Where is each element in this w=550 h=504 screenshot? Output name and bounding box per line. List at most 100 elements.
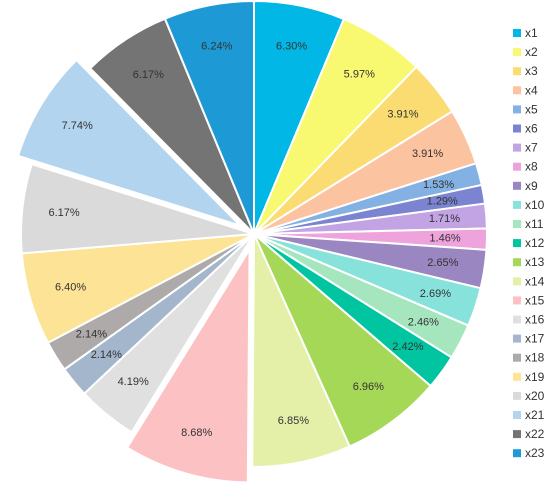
legend-item-x13[interactable]: x13 xyxy=(513,255,545,269)
legend-label-x4: x4 xyxy=(525,83,538,97)
legend-swatch-x7 xyxy=(513,143,521,152)
legend-item-x9[interactable]: x9 xyxy=(513,179,538,193)
legend-swatch-x19 xyxy=(513,372,521,381)
legend-item-x7[interactable]: x7 xyxy=(513,141,538,155)
pie-slices xyxy=(17,0,488,484)
legend-label-x14: x14 xyxy=(525,274,545,288)
legend-item-x10[interactable]: x10 xyxy=(513,198,545,212)
legend-item-x11[interactable]: x11 xyxy=(513,217,544,231)
slice-label-x21: 7.74% xyxy=(62,120,93,132)
slice-label-x16: 4.19% xyxy=(118,376,149,388)
slice-label-x1: 6.30% xyxy=(276,41,307,53)
legend-item-x15[interactable]: x15 xyxy=(513,293,545,307)
legend-item-x16[interactable]: x16 xyxy=(513,313,545,327)
legend-swatch-x10 xyxy=(513,200,521,209)
slice-label-x22: 6.17% xyxy=(133,69,164,81)
slice-label-x2: 5.97% xyxy=(344,69,375,81)
legend-item-x22[interactable]: x22 xyxy=(513,427,545,441)
slice-label-x6: 1.29% xyxy=(427,195,458,207)
legend-label-x5: x5 xyxy=(525,102,538,116)
legend-label-x12: x12 xyxy=(525,236,545,250)
legend-label-x11: x11 xyxy=(525,217,544,231)
legend-label-x16: x16 xyxy=(525,313,545,327)
legend-label-x7: x7 xyxy=(525,141,538,155)
slice-label-x18: 2.14% xyxy=(76,328,107,340)
legend-swatch-x15 xyxy=(513,296,521,305)
legend-item-x23[interactable]: x23 xyxy=(513,446,545,460)
legend-swatch-x13 xyxy=(513,258,521,267)
pie-slice-x23[interactable] xyxy=(163,0,255,235)
slice-label-x13: 6.96% xyxy=(353,381,384,393)
legend-label-x19: x19 xyxy=(525,370,545,384)
legend-swatch-x8 xyxy=(513,162,521,171)
legend-item-x8[interactable]: x8 xyxy=(513,160,538,174)
legend-label-x1: x1 xyxy=(525,26,538,40)
legend-swatch-x23 xyxy=(513,449,521,458)
legend-swatch-x20 xyxy=(513,391,521,400)
legend-label-x17: x17 xyxy=(525,332,545,346)
legend-label-x3: x3 xyxy=(525,64,538,78)
legend-swatch-x17 xyxy=(513,334,521,343)
legend-item-x14[interactable]: x14 xyxy=(513,274,545,288)
legend-swatch-x21 xyxy=(513,411,521,419)
legend-item-x5[interactable]: x5 xyxy=(513,102,538,116)
pie-labels: 6.30% 5.97% 3.91% 3.91% 1.53% 1.29% 1.71% 1.46%… xyxy=(49,41,461,439)
legend-label-x6: x6 xyxy=(525,122,538,136)
legend-label-x8: x8 xyxy=(525,160,538,174)
legend-item-x4[interactable]: x4 xyxy=(513,83,538,97)
pie-slice-x20[interactable] xyxy=(20,163,255,255)
legend-swatch-x12 xyxy=(513,239,521,248)
slice-label-x20: 6.17% xyxy=(49,207,80,219)
legend-item-x3[interactable]: x3 xyxy=(513,64,538,78)
legend-item-x18[interactable]: x18 xyxy=(513,351,545,365)
legend-swatch-x2 xyxy=(513,48,521,57)
legend-label-x9: x9 xyxy=(525,179,538,193)
legend-label-x10: x10 xyxy=(525,198,545,212)
slice-label-x7: 1.71% xyxy=(429,213,460,225)
legend-swatch-x11 xyxy=(513,220,521,228)
legend-swatch-x3 xyxy=(513,67,521,76)
slice-label-x4: 3.91% xyxy=(412,148,443,160)
pie-slice-x21[interactable] xyxy=(17,59,242,227)
legend-item-x21[interactable]: x21 xyxy=(513,408,545,422)
legend-item-x20[interactable]: x20 xyxy=(513,389,545,403)
legend-swatch-x4 xyxy=(513,86,521,95)
slice-label-x14: 6.85% xyxy=(278,415,309,427)
legend-item-x6[interactable]: x6 xyxy=(513,122,538,136)
slice-label-x12: 2.42% xyxy=(392,341,423,353)
legend-label-x23: x23 xyxy=(525,446,545,460)
legend-swatch-x14 xyxy=(513,277,521,286)
legend-item-x17[interactable]: x17 xyxy=(513,332,545,346)
pie-slice-x13[interactable] xyxy=(253,233,432,448)
pie-slice-x15[interactable] xyxy=(126,248,251,484)
legend-swatch-x9 xyxy=(513,181,521,190)
legend-label-x13: x13 xyxy=(525,255,545,269)
slice-label-x10: 2.69% xyxy=(420,288,451,300)
legend-swatch-x6 xyxy=(513,124,521,133)
slice-label-x8: 1.46% xyxy=(429,232,460,244)
legend-label-x2: x2 xyxy=(525,45,538,59)
slice-label-x23: 6.24% xyxy=(201,41,232,53)
legend-swatch-x18 xyxy=(513,353,521,362)
legend-label-x18: x18 xyxy=(525,351,545,365)
legend-label-x20: x20 xyxy=(525,389,545,403)
legend: x1 x2 x3 x4 x5 x6 x7 x8 x9 x10 x11 x12 x13 x14 x15 x16 x… xyxy=(513,26,545,460)
legend-item-x2[interactable]: x2 xyxy=(513,45,538,59)
slice-label-x11: 2.46% xyxy=(408,316,439,328)
legend-label-x15: x15 xyxy=(525,293,545,307)
slice-label-x15: 8.68% xyxy=(181,427,212,439)
legend-item-x19[interactable]: x19 xyxy=(513,370,545,384)
slice-label-x9: 2.65% xyxy=(427,257,458,269)
legend-swatch-x22 xyxy=(513,430,521,439)
legend-item-x12[interactable]: x12 xyxy=(513,236,545,250)
slice-label-x5: 1.53% xyxy=(423,179,454,191)
legend-item-x1[interactable]: x1 xyxy=(513,26,538,40)
legend-swatch-x1 xyxy=(513,29,521,37)
slice-label-x19: 6.40% xyxy=(55,282,86,294)
slice-label-x3: 3.91% xyxy=(387,108,418,120)
legend-label-x21: x21 xyxy=(525,408,545,422)
slice-label-x17: 2.14% xyxy=(91,349,122,361)
pie-slice-x14[interactable] xyxy=(251,233,351,468)
legend-swatch-x16 xyxy=(513,315,521,324)
